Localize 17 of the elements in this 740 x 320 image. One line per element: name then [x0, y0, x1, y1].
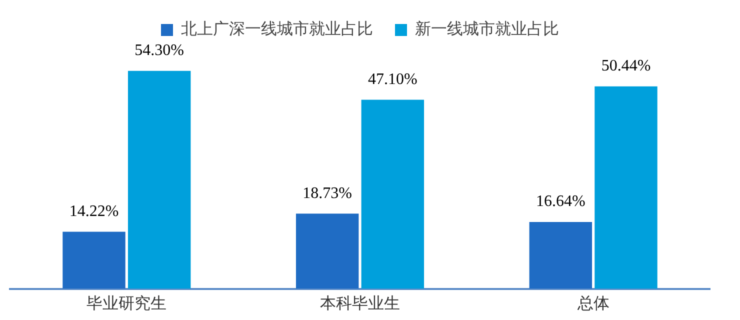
data-label: 54.30%: [134, 42, 184, 60]
bar: [361, 100, 424, 289]
data-label: 16.64%: [536, 193, 586, 210]
bar: [594, 86, 658, 289]
x-tick-label: 本科毕业生: [320, 294, 400, 313]
x-tick-label: 总体: [576, 294, 610, 313]
bar: [128, 70, 191, 289]
bar: [529, 222, 592, 289]
bar: [296, 214, 359, 289]
x-tick-label: 毕业研究生: [86, 294, 167, 313]
data-label: 18.73%: [302, 184, 352, 202]
bar: [62, 232, 126, 289]
data-label: 50.44%: [601, 58, 651, 75]
data-label: 14.22%: [69, 202, 119, 220]
legend-label: 新一线城市就业占比: [415, 19, 559, 38]
legend-label: 北上广深一线城市就业占比: [181, 19, 373, 38]
data-label: 47.10%: [368, 70, 418, 88]
